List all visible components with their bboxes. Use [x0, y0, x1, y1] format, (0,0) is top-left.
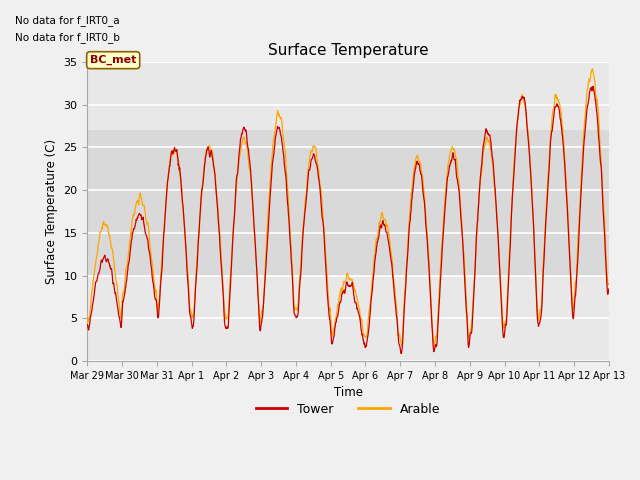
- Text: BC_met: BC_met: [90, 55, 136, 65]
- Text: No data for f_IRT0_b: No data for f_IRT0_b: [15, 32, 120, 43]
- Title: Surface Temperature: Surface Temperature: [268, 43, 428, 58]
- Y-axis label: Surface Temperature (C): Surface Temperature (C): [45, 139, 58, 284]
- X-axis label: Time: Time: [333, 386, 362, 399]
- Legend: Tower, Arable: Tower, Arable: [251, 398, 445, 421]
- Text: No data for f_IRT0_a: No data for f_IRT0_a: [15, 15, 120, 26]
- Bar: [87, 130, 609, 276]
